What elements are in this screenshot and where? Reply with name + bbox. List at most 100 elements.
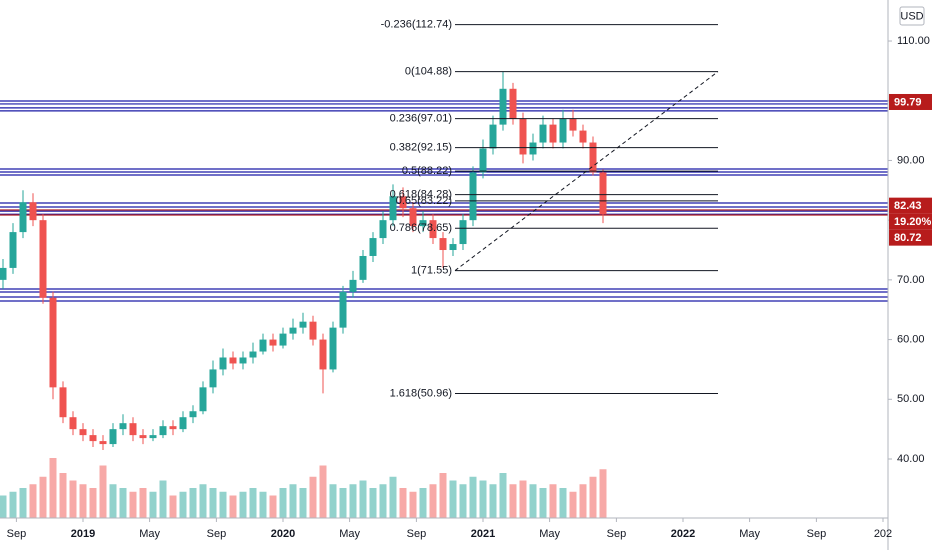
volume-bar [329,484,337,518]
volume-bar [199,484,207,518]
candle-body [109,429,117,445]
fib-label: 0.65(83.22) [396,195,452,207]
volume-bar [139,488,147,518]
volume-bar [149,491,157,518]
candle-body [469,172,477,221]
price-label: 80.72 [894,232,922,244]
volume-bar [9,491,17,518]
x-tick-label: 202 [874,528,892,540]
price-label: 19.20% [894,216,932,228]
candle-body [489,124,497,149]
volume-bar [409,491,417,518]
volume-bar [129,491,137,518]
volume-bar [279,488,287,518]
x-tick-label: 2019 [71,528,95,540]
fib-label: 0(104.88) [405,66,452,78]
x-tick-label: Sep [407,528,427,540]
volume-bar [169,495,177,518]
volume-bar [389,476,397,518]
candle-body [259,339,267,352]
candle-body [279,333,287,346]
volume-bar [49,458,57,518]
volume-bar [359,480,367,518]
currency-box[interactable] [899,6,925,26]
volume-bar [509,484,517,518]
candle-body [49,297,57,388]
candle-body [529,142,537,155]
candle-body [509,88,517,119]
x-tick-label: 2021 [471,528,495,540]
volume-bar [429,484,437,518]
candle-body [139,435,147,439]
candle-body [119,423,127,430]
volume-bar [59,473,67,518]
x-tick-label: 2020 [271,528,295,540]
candle-body [329,327,337,370]
volume-bar [419,488,427,518]
candle-body [59,387,67,418]
volume-bar [559,488,567,518]
fib-label: 1(71.55) [411,265,452,277]
y-tick-label: 60.00 [897,333,925,345]
candle-body [409,208,417,227]
candle-body [269,339,277,346]
y-tick-label: 90.00 [897,154,925,166]
candle-body [309,321,317,340]
price-label: 99.79 [894,96,922,108]
candle-body [479,148,487,173]
fib-label: 0.5(88.22) [402,165,452,177]
candle-body [209,369,217,388]
volume-bar [299,488,307,518]
volume-bar [339,488,347,518]
candle-body [229,357,237,364]
volume-bar [539,488,547,518]
y-tick-label: 70.00 [897,274,925,286]
volume-bar [309,476,317,518]
candle-body [589,142,597,173]
candle-body [319,339,327,370]
x-tick-label: Sep [7,528,27,540]
candle-body [559,118,567,143]
candle-body [439,238,447,251]
volume-bar [179,491,187,518]
volume-bar [549,484,557,518]
volume-bar [69,480,77,518]
volume-bar [469,476,477,518]
candle-body [0,267,7,280]
candle-body [599,172,607,215]
candle-body [429,220,437,239]
volume-bar [99,465,107,518]
volume-bar [0,495,7,518]
volume-bar [249,488,257,518]
x-tick-label: May [139,528,160,540]
candle-body [419,220,427,227]
candle-body [159,426,167,436]
candle-body [289,327,297,334]
volume-bar [209,488,217,518]
volume-bar [569,491,577,518]
candle-body [339,291,347,328]
price-label-box [889,93,932,110]
volume-bar [189,488,197,518]
price-label-box [889,213,932,230]
volume-bar [519,480,527,518]
volume-bar [29,484,37,518]
candle-body [519,118,527,155]
volume-bar [239,491,247,518]
fib-label: 1.618(50.96) [390,387,452,399]
candle-body [129,423,137,436]
candle-body [569,118,577,131]
plot-area: -0.236(112.74) 0(104.88) 0.236(97.01) 0.382… [0,19,888,518]
candle-body [449,244,457,251]
volume-bar [579,484,587,518]
currency-label: USD [900,10,923,22]
candle-body [239,357,247,364]
candle-body [189,411,197,418]
fib-label: 0.382(92.15) [390,142,452,154]
candle-body [399,196,407,209]
volume-bar [89,488,97,518]
candle-body [179,417,187,430]
